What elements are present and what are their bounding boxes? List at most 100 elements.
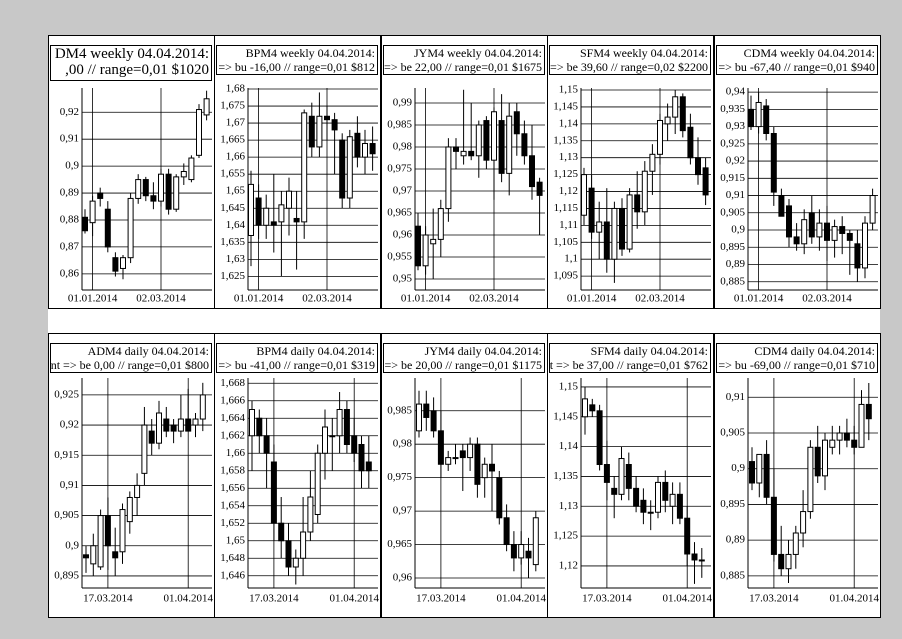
title-box: SFM4 weekly 04.04.2014: t => be 39,60 // …: [549, 45, 711, 75]
candle-body: [513, 111, 520, 135]
y-tick-label: 1,668: [220, 377, 245, 389]
subtitle-line: k => bu -69,00 // range=0,01 $710: [717, 358, 877, 372]
candle-body: [120, 257, 126, 269]
candle-body: [89, 200, 96, 224]
candle-body: [836, 432, 843, 441]
candle-body: [119, 509, 126, 553]
y-tick-label: 1,15: [559, 84, 579, 96]
y-tick-label: 0,895: [720, 498, 745, 510]
y-tick-label: 1,11: [559, 219, 578, 231]
candle-body: [300, 531, 307, 559]
y-tick-label: 1,115: [554, 202, 579, 214]
x-tick-label: 02.03.2014: [469, 293, 519, 305]
title-box: DM4 weekly 04.04.2014: ,00 // range=0,01 …: [50, 45, 212, 81]
chart-subtitle: k => bu -16,00 // range=0,01 $812: [216, 60, 375, 74]
candle-body: [307, 496, 314, 533]
candle-body: [263, 435, 270, 454]
x-tick-label: 01.01.2014: [234, 293, 284, 305]
candle-body: [278, 522, 285, 542]
chart-title: BPM4 weekly 04.04.2014:: [245, 46, 375, 60]
candle-body: [104, 208, 111, 248]
x-tick-label: 02.03.2014: [802, 293, 852, 305]
subtitle-line: ,00 // range=0,01 $1020: [51, 62, 211, 78]
chart-panel: [381, 333, 548, 618]
candle-body: [170, 424, 177, 432]
chart-subtitle: k => bu -41,00 // range=0,01 $319: [216, 358, 375, 372]
y-tick-label: 0,92: [60, 106, 79, 118]
candle-body: [800, 511, 807, 534]
candle-body: [691, 553, 698, 561]
candle-body: [778, 195, 785, 217]
y-tick-label: 0,885: [720, 275, 745, 287]
y-tick-label: 1,655: [220, 168, 245, 180]
candle-body: [582, 398, 588, 418]
subtitle-line: k => bu -67,40 // range=0,01 $940: [717, 60, 877, 74]
candle-body: [756, 453, 763, 484]
candle-body: [633, 487, 640, 507]
y-tick-label: 0,91: [60, 133, 79, 145]
title-box: JYM4 weekly 04.04.2014: t => be 22,00 // …: [383, 45, 545, 75]
candle-body: [293, 217, 300, 223]
candle-body: [135, 179, 142, 199]
candle-body: [829, 439, 836, 448]
candle-body: [192, 418, 199, 426]
candle-body: [415, 225, 421, 267]
candle-body: [437, 208, 444, 240]
candle-body: [270, 221, 277, 226]
candle-body: [634, 194, 641, 213]
candle-body: [112, 257, 119, 272]
candle-body: [588, 187, 595, 233]
y-tick-label: 0,95: [393, 273, 413, 285]
candle-body: [506, 115, 513, 174]
candle-body: [489, 463, 495, 472]
candle-body: [322, 426, 328, 454]
candle-body: [657, 119, 663, 155]
candle-body: [286, 190, 292, 209]
y-tick-label: 1,14: [559, 117, 579, 129]
candle-body: [141, 424, 148, 474]
candle-body: [196, 109, 202, 156]
y-tick-label: 1,666: [220, 394, 245, 406]
candle-body: [142, 179, 149, 197]
x-tick-label: 17.03.2014: [83, 593, 133, 605]
x-tick-label: 17.03.2014: [416, 593, 466, 605]
title-line: SFM4 weekly 04.04.2014:: [550, 46, 710, 60]
candle-body: [369, 143, 376, 155]
x-tick-label: 17.03.2014: [249, 593, 299, 605]
title-box: BPM4 daily 04.04.2014: k => bu -41,00 // …: [216, 343, 378, 373]
title-line: CDM4 daily 04.04.2014:: [717, 344, 877, 358]
y-tick-label: 0,89: [60, 187, 80, 199]
candle-body: [362, 143, 368, 158]
subtitle-line: k => bu -41,00 // range=0,01 $319: [217, 358, 377, 372]
candle-body: [83, 554, 89, 559]
y-tick-label: 0,895: [720, 241, 745, 253]
candle-body: [173, 176, 180, 210]
y-tick-label: 0,9: [65, 160, 79, 172]
candle-body: [445, 146, 452, 210]
y-tick-label: 1,625: [220, 270, 245, 282]
candle-body: [655, 481, 661, 513]
candle-body: [336, 409, 343, 437]
candle-body: [640, 499, 647, 513]
title-box: CDM4 daily 04.04.2014: k => bu -69,00 // …: [716, 343, 878, 373]
chart-title: ADM4 daily 04.04.2014:: [87, 344, 209, 358]
candle-body: [846, 232, 853, 241]
y-tick-label: 0,965: [387, 207, 412, 219]
y-tick-label: 1,66: [226, 447, 246, 459]
candle-body: [430, 238, 437, 245]
candle-body: [459, 450, 466, 459]
candle-body: [532, 517, 539, 566]
candle-body: [684, 517, 691, 555]
x-tick-label: 17.03.2014: [582, 593, 632, 605]
title-box: SFM4 daily 04.04.2014: t => be 37,00 // r…: [549, 343, 711, 373]
candle-body: [695, 157, 701, 176]
y-tick-label: 0,91: [726, 189, 745, 201]
y-tick-label: 0,935: [720, 103, 745, 115]
candle-body: [126, 496, 133, 523]
candle-body: [188, 157, 195, 181]
candle-body: [793, 236, 800, 245]
candle-body: [270, 461, 277, 524]
chart-panel: [214, 333, 381, 618]
candle-body: [529, 155, 535, 188]
y-tick-label: 1,65: [226, 185, 246, 197]
